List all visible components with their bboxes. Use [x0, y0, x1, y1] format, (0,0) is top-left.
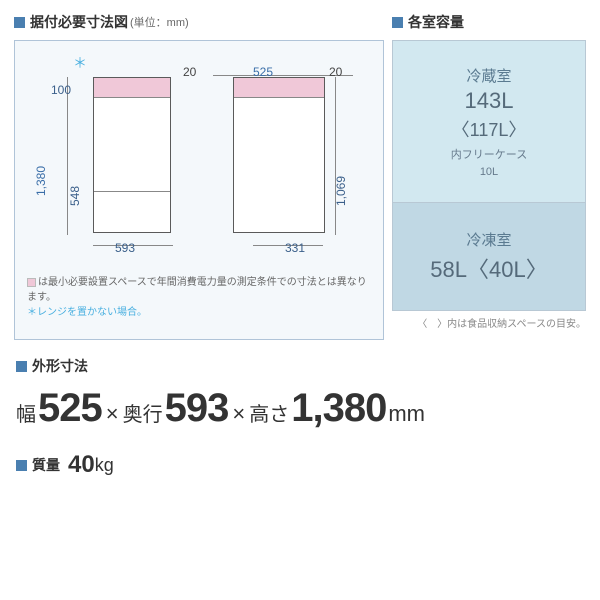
fridge-case-val: 10L	[399, 166, 579, 178]
note-asterisk: ＊レンジを置かない場合。	[27, 307, 147, 318]
dim-20a: 20	[183, 65, 196, 79]
height-label: 高さ	[249, 398, 289, 427]
marker-icon	[392, 17, 403, 28]
capacity-title-text: 各室容量	[408, 12, 464, 32]
freezer-capacity: 冷凍室 58L〈40L〉	[393, 203, 585, 310]
external-title: 外形寸法	[16, 356, 584, 376]
dim-20b: 20	[329, 65, 342, 79]
marker-icon	[16, 460, 27, 471]
capacity-panel: 冷蔵室 143L 〈117L〉 内フリーケース 10L 冷凍室 58L〈40L〉	[392, 40, 586, 311]
external-dimensions: 幅 525 × 奥行 593 × 高さ 1,380 mm	[16, 386, 584, 431]
fridge-case-label: 内フリーケース	[451, 149, 527, 161]
fridge-capacity: 冷蔵室 143L 〈117L〉 内フリーケース 10L	[393, 41, 585, 203]
mass-title: 質量	[16, 455, 60, 475]
dim-1069: 1,069	[334, 176, 348, 206]
dim-548: 548	[68, 186, 82, 206]
dim-100: 100	[51, 83, 71, 97]
freezer-val: 58L〈40L〉	[399, 252, 579, 284]
dim-331: 331	[285, 241, 305, 255]
mass-val: 40	[68, 451, 95, 479]
pink-swatch-icon	[27, 278, 36, 287]
marker-icon	[14, 17, 25, 28]
note-box-text: は最小必要設置スペースで年間消費電力量の測定条件での寸法とは異なります。	[27, 277, 367, 303]
freezer-label: 冷凍室	[399, 229, 579, 250]
dim-1380: 1,380	[34, 166, 48, 196]
install-diagram: ＊ 100 1,380 548 593 20 525 20 1,069 331 …	[14, 40, 384, 340]
install-notes: は最小必要設置スペースで年間消費電力量の測定条件での寸法とは異なります。 ＊レン…	[23, 269, 373, 320]
dim-593: 593	[115, 241, 135, 255]
mass-title-text: 質量	[32, 455, 60, 475]
side-view	[233, 77, 325, 233]
fridge-sub: 117L	[470, 120, 509, 140]
mass-unit: kg	[95, 455, 114, 476]
external-title-text: 外形寸法	[32, 356, 88, 376]
height-val: 1,380	[291, 386, 386, 431]
install-title-text: 据付必要寸法図	[30, 12, 128, 32]
width-val: 525	[38, 386, 102, 431]
marker-icon	[16, 361, 27, 372]
fridge-label: 冷蔵室	[399, 65, 579, 86]
install-unit: (単位：mm)	[130, 14, 189, 30]
capacity-title: 各室容量	[392, 12, 586, 32]
install-title: 据付必要寸法図 (単位：mm)	[14, 12, 384, 32]
fridge-main: 143L	[399, 88, 579, 114]
dim-asterisk: ＊	[73, 53, 87, 73]
depth-label: 奥行	[123, 398, 163, 427]
depth-val: 593	[165, 386, 229, 431]
capacity-footnote: 〈 〉内は食品収納スペースの目安。	[392, 315, 586, 330]
ext-unit: mm	[388, 401, 425, 427]
front-view	[93, 77, 171, 233]
dim-525: 525	[253, 65, 273, 79]
width-label: 幅	[16, 398, 36, 427]
